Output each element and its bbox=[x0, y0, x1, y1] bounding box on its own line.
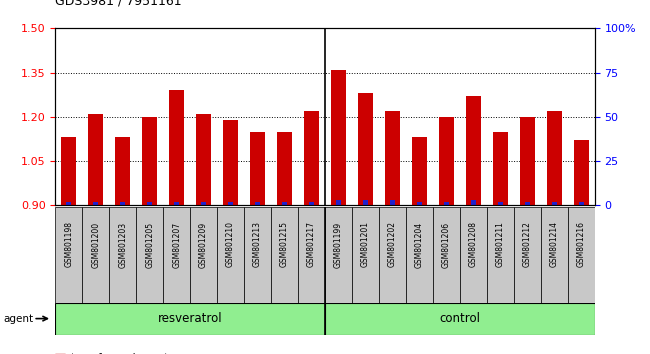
Text: GSM801202: GSM801202 bbox=[388, 222, 397, 267]
Bar bbox=[541, 207, 568, 303]
Bar bbox=[352, 207, 379, 303]
Bar bbox=[217, 207, 244, 303]
Text: GSM801206: GSM801206 bbox=[442, 222, 451, 268]
Text: agent: agent bbox=[3, 314, 33, 324]
Bar bbox=[55, 303, 325, 335]
Text: GSM801207: GSM801207 bbox=[172, 222, 181, 268]
Bar bbox=[142, 117, 157, 205]
Text: GSM801208: GSM801208 bbox=[469, 222, 478, 267]
Bar bbox=[336, 200, 341, 205]
Bar bbox=[568, 207, 595, 303]
Bar bbox=[115, 137, 130, 205]
Bar bbox=[325, 303, 595, 335]
Bar bbox=[277, 132, 292, 205]
Text: GSM801210: GSM801210 bbox=[226, 222, 235, 267]
Bar bbox=[147, 202, 152, 205]
Bar bbox=[304, 111, 319, 205]
Bar bbox=[163, 207, 190, 303]
Bar bbox=[325, 207, 352, 303]
Text: GSM801215: GSM801215 bbox=[280, 222, 289, 267]
Bar bbox=[228, 202, 233, 205]
Bar bbox=[82, 207, 109, 303]
Bar bbox=[460, 207, 487, 303]
Bar bbox=[417, 202, 422, 205]
Text: transformed count: transformed count bbox=[72, 353, 169, 354]
Bar bbox=[520, 117, 535, 205]
Bar bbox=[379, 207, 406, 303]
Bar bbox=[514, 207, 541, 303]
Bar bbox=[255, 202, 260, 205]
Text: GSM801213: GSM801213 bbox=[253, 222, 262, 267]
Text: GSM801209: GSM801209 bbox=[199, 222, 208, 268]
Bar bbox=[120, 202, 125, 205]
Bar bbox=[433, 207, 460, 303]
Bar bbox=[250, 132, 265, 205]
Text: GSM801204: GSM801204 bbox=[415, 222, 424, 268]
Bar bbox=[412, 137, 427, 205]
Bar bbox=[93, 202, 98, 205]
Bar bbox=[331, 70, 346, 205]
Bar bbox=[385, 111, 400, 205]
Bar bbox=[66, 202, 72, 205]
Text: GSM801205: GSM801205 bbox=[145, 222, 154, 268]
Bar bbox=[88, 114, 103, 205]
Text: GSM801200: GSM801200 bbox=[91, 222, 100, 268]
Bar bbox=[578, 202, 584, 205]
Text: resveratrol: resveratrol bbox=[158, 312, 222, 325]
Bar bbox=[309, 202, 314, 205]
Text: GSM801203: GSM801203 bbox=[118, 222, 127, 268]
Bar bbox=[136, 207, 163, 303]
Bar bbox=[493, 132, 508, 205]
Bar bbox=[552, 202, 557, 205]
Text: GSM801199: GSM801199 bbox=[334, 222, 343, 268]
Text: control: control bbox=[439, 312, 480, 325]
Bar bbox=[390, 200, 395, 205]
Bar bbox=[169, 90, 184, 205]
Text: GSM801198: GSM801198 bbox=[64, 222, 73, 267]
Bar bbox=[574, 141, 589, 205]
Bar bbox=[439, 117, 454, 205]
Text: GSM801214: GSM801214 bbox=[550, 222, 559, 267]
Bar bbox=[223, 120, 238, 205]
Bar bbox=[358, 93, 373, 205]
Bar bbox=[61, 137, 76, 205]
Bar bbox=[525, 202, 530, 205]
Bar bbox=[444, 202, 449, 205]
Text: GSM801212: GSM801212 bbox=[523, 222, 532, 267]
Bar bbox=[498, 202, 503, 205]
Bar bbox=[55, 207, 83, 303]
Bar bbox=[271, 207, 298, 303]
Text: GSM801216: GSM801216 bbox=[577, 222, 586, 267]
Bar bbox=[201, 202, 206, 205]
Bar bbox=[196, 114, 211, 205]
Bar bbox=[282, 202, 287, 205]
Text: GSM801201: GSM801201 bbox=[361, 222, 370, 267]
Bar bbox=[174, 202, 179, 205]
Bar bbox=[406, 207, 433, 303]
Text: GSM801217: GSM801217 bbox=[307, 222, 316, 267]
Bar bbox=[190, 207, 217, 303]
Bar bbox=[487, 207, 514, 303]
Bar bbox=[471, 200, 476, 205]
Bar bbox=[466, 96, 481, 205]
Bar bbox=[109, 207, 136, 303]
Text: GSM801211: GSM801211 bbox=[496, 222, 505, 267]
Bar bbox=[547, 111, 562, 205]
Text: GDS3981 / 7951161: GDS3981 / 7951161 bbox=[55, 0, 182, 7]
Bar bbox=[298, 207, 325, 303]
Bar bbox=[363, 200, 368, 205]
Bar bbox=[244, 207, 271, 303]
